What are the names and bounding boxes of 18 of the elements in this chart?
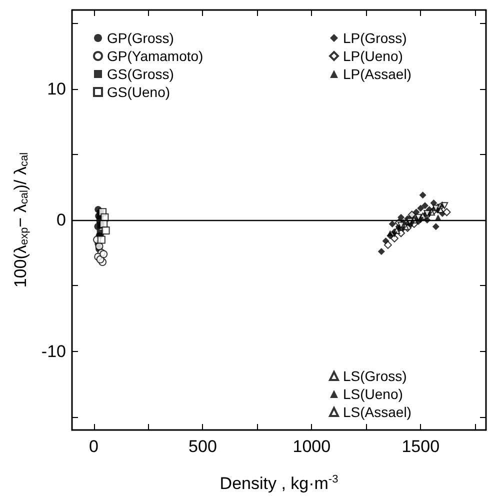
legend-label: GP(Yamamoto) xyxy=(107,48,204,64)
y-tick-label: 10 xyxy=(47,79,66,98)
y-tick-label: -10 xyxy=(41,342,66,361)
x-tick-label: 1000 xyxy=(292,437,331,456)
y-axis-title: 100(λexp− λcal)/ λcal xyxy=(11,152,30,288)
y-tick-label: 0 xyxy=(56,210,66,230)
legend-label: LS(Ueno) xyxy=(343,386,403,402)
x-tick-label: 1500 xyxy=(402,437,440,456)
legend-label: LP(Gross) xyxy=(343,30,407,46)
legend-label: GP(Gross) xyxy=(107,30,174,46)
legend-label: GS(Ueno) xyxy=(107,84,170,100)
legend-label: LS(Assael) xyxy=(343,404,412,420)
legend-label: LP(Ueno) xyxy=(343,48,403,64)
x-tick-label: 0 xyxy=(89,437,99,456)
legend-label: GS(Gross) xyxy=(107,66,174,82)
x-tick-label: 500 xyxy=(188,437,217,456)
legend-label: LP(Assael) xyxy=(343,66,412,82)
legend-label: LS(Gross) xyxy=(343,368,407,384)
